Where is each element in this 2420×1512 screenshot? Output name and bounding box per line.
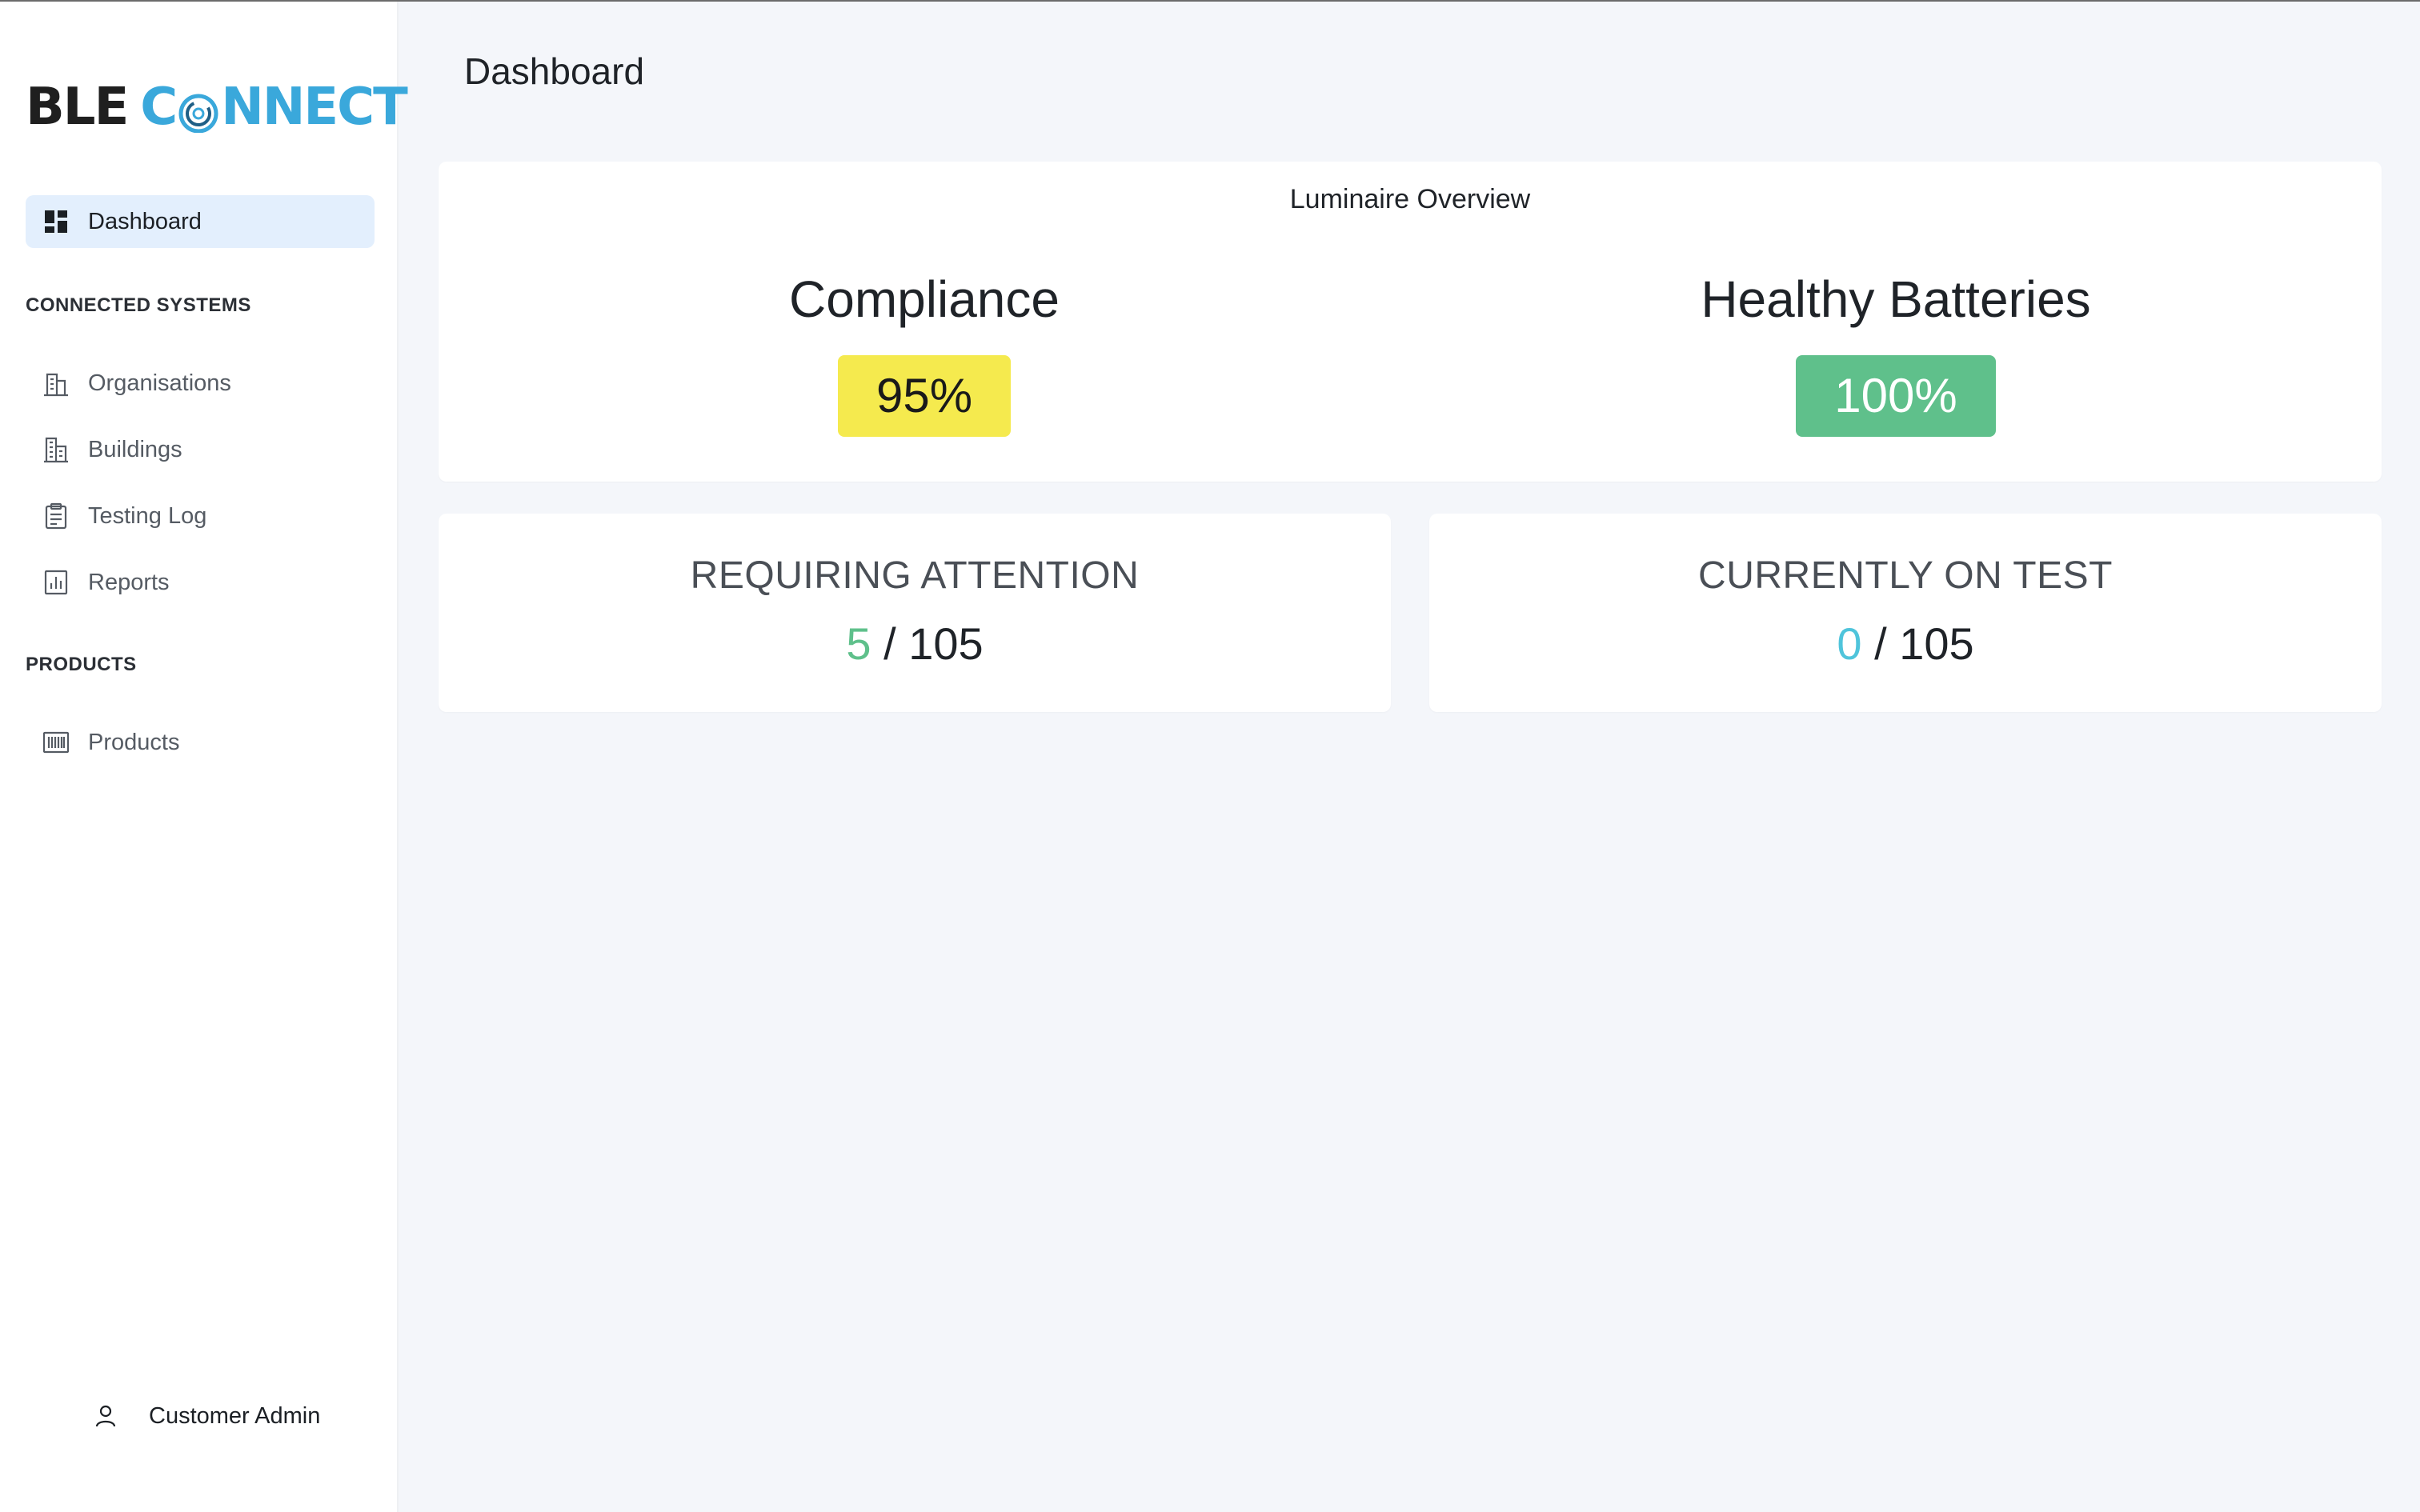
requiring-attention-label: REQUIRING ATTENTION [690, 554, 1140, 597]
sidebar-item-label: Organisations [88, 370, 231, 396]
compliance-label: Compliance [789, 270, 1060, 328]
requiring-attention-count: 5 / 105 [439, 618, 1391, 670]
report-chart-icon [42, 568, 70, 597]
currently-on-test-value: 0 [1837, 618, 1862, 669]
barcode-icon [42, 728, 70, 757]
sidebar-item-organisations[interactable]: Organisations [26, 357, 375, 410]
sidebar-item-label: Testing Log [88, 502, 207, 529]
sidebar-item-label: Products [88, 729, 180, 755]
sidebar-item-buildings[interactable]: Buildings [26, 423, 375, 476]
logo-text-nnect: NNECT [221, 78, 407, 137]
count-separator: / [871, 618, 909, 669]
healthy-batteries-metric: Healthy Batteries 100% [1410, 274, 2382, 437]
clipboard-icon [42, 502, 70, 530]
logo-text-ble: BLE [26, 78, 129, 137]
dashboard-grid-icon [42, 207, 70, 236]
logo-text-connect: C NNECT [140, 78, 407, 137]
sidebar-item-testing-log[interactable]: Testing Log [26, 490, 375, 542]
sidebar-item-label: Buildings [88, 436, 182, 462]
compliance-metric: Compliance 95% [439, 274, 1410, 437]
user-name: Customer Admin [149, 1402, 321, 1429]
building-office-icon [42, 369, 70, 398]
window-top-border [0, 0, 2420, 2]
count-separator: / [1861, 618, 1900, 669]
page-title: Dashboard [464, 50, 645, 92]
logo-text-c: C [140, 78, 178, 137]
signal-ring-icon [178, 86, 219, 134]
currently-on-test-card[interactable]: CURRENTLY ON TEST 0 / 105 [1429, 514, 2382, 712]
sidebar-item-label: Dashboard [88, 208, 202, 234]
section-label-connected-systems: CONNECTED SYSTEMS [26, 294, 251, 316]
healthy-batteries-label: Healthy Batteries [1701, 270, 2091, 328]
requiring-attention-value: 5 [846, 618, 871, 669]
sidebar-item-label: Reports [88, 569, 170, 595]
user-account-button[interactable]: Customer Admin [93, 1398, 320, 1434]
currently-on-test-total: 105 [1899, 618, 1974, 669]
section-label-products: PRODUCTS [26, 654, 137, 675]
compliance-value-badge: 95% [837, 355, 1012, 437]
luminaire-overview-title: Luminaire Overview [1289, 184, 1531, 214]
requiring-attention-total: 105 [908, 618, 984, 669]
ble-connect-logo[interactable]: BLE C NNECT [26, 78, 408, 137]
healthy-batteries-value-badge: 100% [1796, 355, 1996, 437]
sidebar: BLE C NNECT Dashboard CONNECTED SYST [0, 2, 408, 1512]
sidebar-item-dashboard[interactable]: Dashboard [26, 195, 375, 248]
buildings-icon [42, 435, 70, 464]
sidebar-item-products[interactable]: Products [26, 716, 375, 769]
sidebar-item-reports[interactable]: Reports [26, 556, 375, 609]
currently-on-test-label: CURRENTLY ON TEST [1698, 554, 2113, 597]
luminaire-overview-card: Luminaire Overview Compliance 95% Health… [439, 162, 2382, 482]
currently-on-test-count: 0 / 105 [1429, 618, 2382, 670]
user-icon [93, 1403, 118, 1429]
requiring-attention-card[interactable]: REQUIRING ATTENTION 5 / 105 [439, 514, 1391, 712]
